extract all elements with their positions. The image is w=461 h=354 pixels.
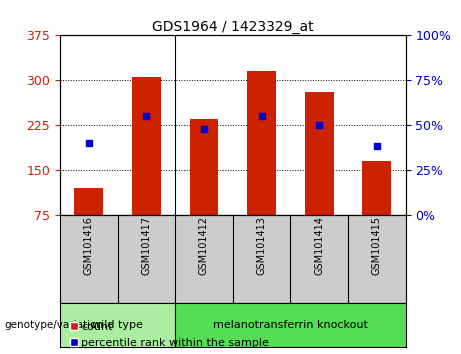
Text: GSM101414: GSM101414: [314, 216, 324, 275]
Text: genotype/variation: genotype/variation: [5, 320, 104, 330]
Text: GSM101413: GSM101413: [257, 216, 266, 275]
Bar: [74, 188, 103, 215]
Title: GDS1964 / 1423329_at: GDS1964 / 1423329_at: [152, 21, 313, 34]
Point: [315, 122, 323, 128]
Bar: [175, 303, 406, 347]
Point: [142, 113, 150, 119]
Legend: count, percentile rank within the sample: count, percentile rank within the sample: [65, 318, 273, 352]
Bar: [362, 161, 391, 215]
Point: [258, 113, 266, 119]
Point: [200, 126, 207, 131]
Bar: [60, 303, 175, 347]
Text: wild type: wild type: [92, 320, 143, 330]
Text: GSM101416: GSM101416: [84, 216, 94, 275]
Text: GSM101415: GSM101415: [372, 216, 382, 275]
Text: GSM101417: GSM101417: [142, 216, 151, 275]
Bar: [132, 77, 161, 215]
Bar: [247, 71, 276, 215]
Bar: [305, 92, 334, 215]
Point: [85, 140, 92, 146]
Text: GSM101412: GSM101412: [199, 216, 209, 275]
Text: melanotransferrin knockout: melanotransferrin knockout: [213, 320, 368, 330]
Bar: [189, 119, 219, 215]
Point: [373, 144, 381, 149]
